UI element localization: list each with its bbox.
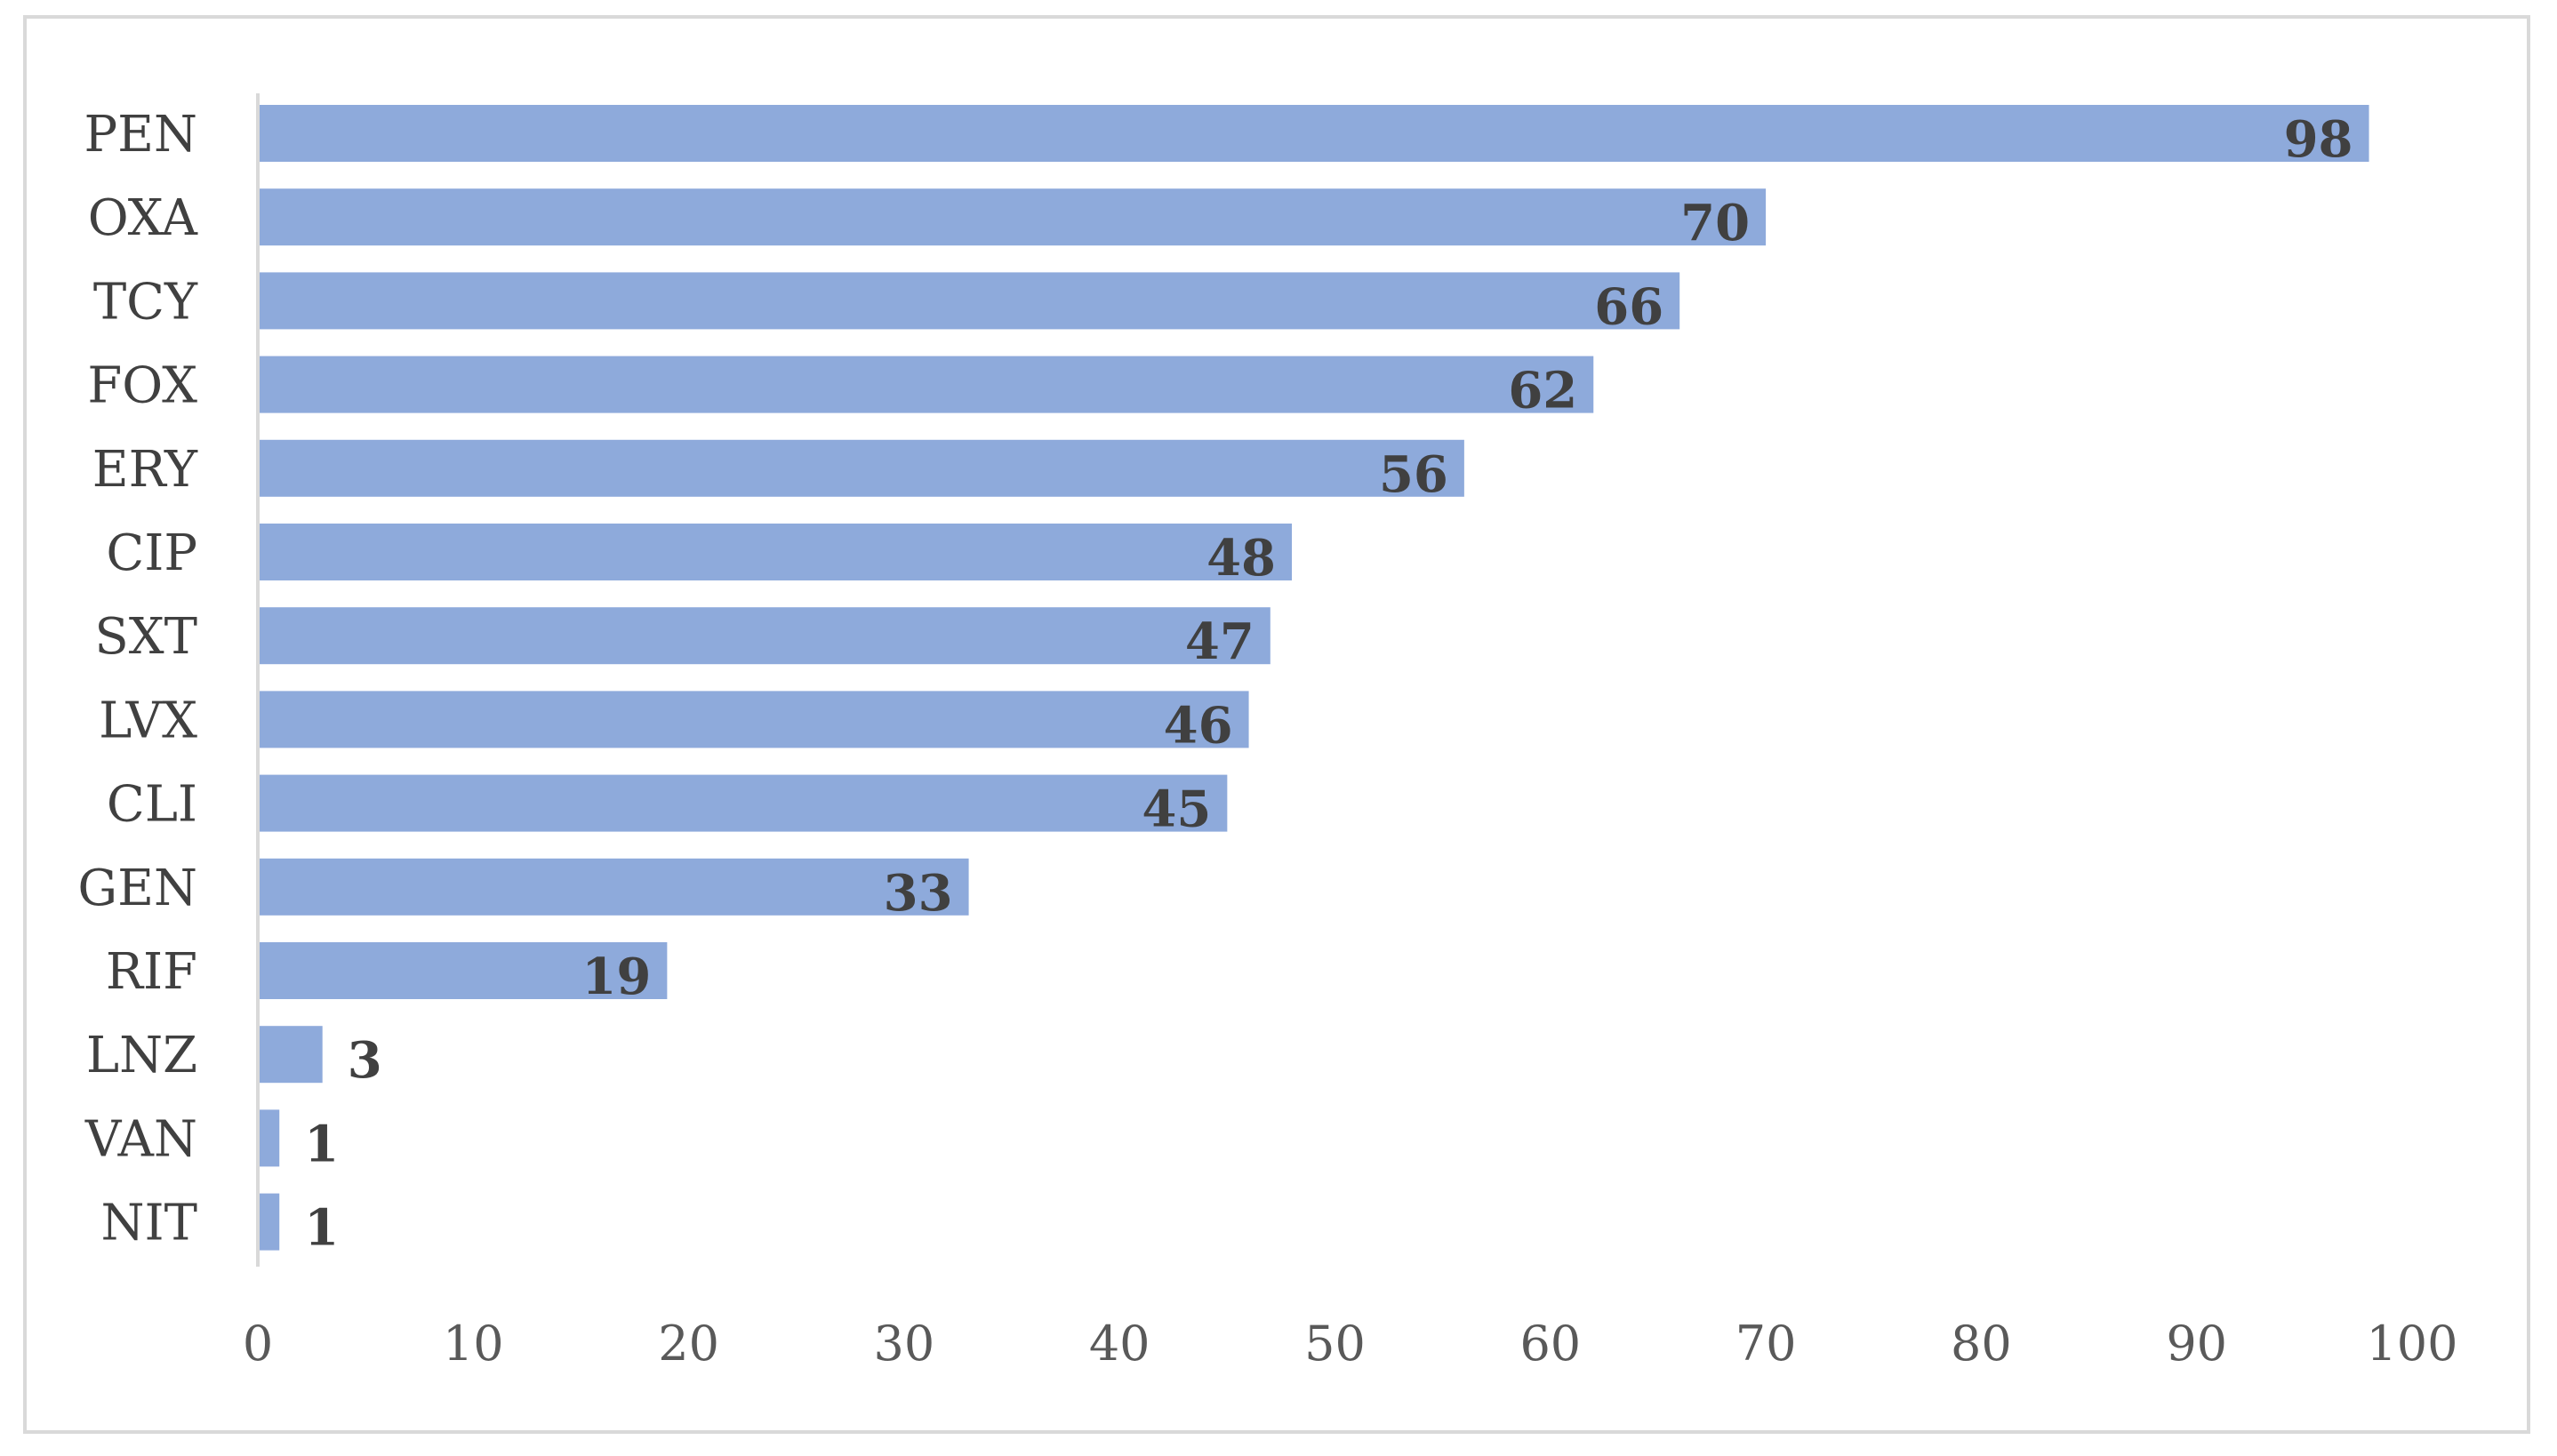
data-label-cip: 48	[1206, 529, 1276, 588]
x-tick-label-20: 20	[658, 1316, 719, 1372]
bar-pen	[258, 105, 2369, 162]
bar-cip	[258, 524, 1293, 580]
data-label-van: 1	[304, 1115, 339, 1173]
x-tick-label-40: 40	[1089, 1316, 1150, 1372]
category-label-pen: PEN	[84, 106, 197, 164]
category-label-ery: ERY	[92, 441, 198, 499]
data-label-tcy: 66	[1594, 277, 1663, 336]
data-label-cli: 45	[1142, 780, 1211, 839]
bar-oxa	[258, 188, 1767, 246]
category-label-lvx: LVX	[99, 692, 197, 749]
category-label-cip: CIP	[106, 524, 197, 582]
data-label-lnz: 3	[348, 1031, 382, 1090]
category-label-tcy: TCY	[93, 273, 198, 331]
bar-cli	[258, 774, 1228, 832]
x-tick-label-0: 0	[243, 1316, 273, 1372]
x-tick-label-50: 50	[1304, 1316, 1366, 1372]
x-axis-tick-labels: 0 10 20 30 40 50 60 70 80 90 100	[243, 1316, 2458, 1372]
x-tick-label-60: 60	[1519, 1316, 1581, 1372]
bar-fox	[258, 356, 1594, 413]
category-label-cli: CLI	[107, 776, 197, 834]
bar-sxt	[258, 607, 1270, 665]
x-tick-label-10: 10	[443, 1316, 504, 1372]
data-label-pen: 98	[2284, 110, 2353, 169]
bar-van	[258, 1109, 280, 1167]
bar-nit	[258, 1193, 280, 1251]
category-label-oxa: OXA	[88, 189, 198, 247]
x-tick-label-30: 30	[874, 1316, 935, 1372]
data-label-nit: 1	[304, 1199, 339, 1258]
data-label-sxt: 47	[1185, 612, 1254, 671]
bar-gen	[258, 858, 969, 916]
x-tick-label-100: 100	[2366, 1316, 2457, 1372]
x-tick-label-90: 90	[2166, 1316, 2227, 1372]
category-label-van: VAN	[84, 1110, 197, 1168]
data-label-gen: 33	[884, 864, 953, 923]
category-label-fox: FOX	[87, 357, 197, 415]
category-label-lnz: LNZ	[86, 1027, 197, 1084]
bar-lvx	[258, 691, 1249, 748]
bar-lnz	[258, 1026, 323, 1084]
category-label-rif: RIF	[106, 943, 197, 1001]
data-label-rif: 19	[581, 948, 651, 1006]
bar-tcy	[258, 272, 1680, 330]
data-label-oxa: 70	[1680, 194, 1750, 252]
category-label-sxt: SXT	[94, 608, 197, 666]
category-label-gen: GEN	[77, 860, 197, 917]
category-label-nit: NIT	[101, 1195, 197, 1252]
category-labels: PEN OXA TCY FOX ERY CIP SXT LVX CLI GEN RIF LNZ VAN N…	[77, 106, 198, 1252]
x-tick-label-80: 80	[1951, 1316, 2012, 1372]
bar-rif	[258, 942, 668, 999]
bars-layer	[258, 105, 2369, 1251]
x-tick-label-70: 70	[1735, 1316, 1797, 1372]
bar-ery	[258, 439, 1464, 497]
data-label-lvx: 46	[1164, 696, 1233, 755]
data-label-ery: 56	[1379, 445, 1448, 504]
data-label-fox: 62	[1508, 362, 1577, 420]
